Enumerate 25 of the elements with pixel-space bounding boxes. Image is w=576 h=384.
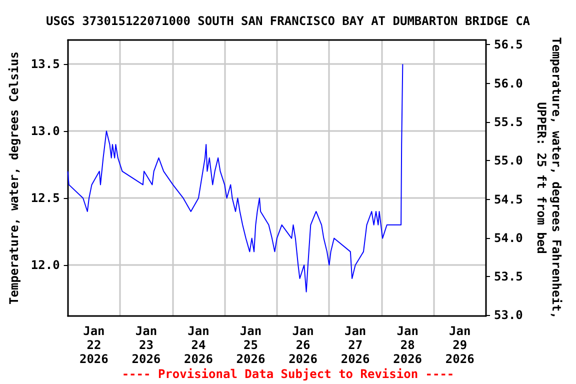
- y-tick-label: 12.5: [30, 191, 60, 206]
- y2-tick-label: 53.5: [494, 270, 523, 284]
- y-tick-label: 13.5: [30, 57, 60, 72]
- chart-title: USGS 373015122071000 SOUTH SAN FRANCISCO BAY AT DUMBARTON BRIDGE CA: [46, 14, 531, 28]
- y2-axis-title: Temperature, water, degrees Fahrenheit, UPPER: 25 ft from bed: [534, 37, 564, 319]
- x-tick-label: Jan 22 2026: [79, 324, 108, 366]
- x-tick-label: Jan 25 2026: [236, 324, 266, 366]
- y-axis-title: Temperature, water, degrees Celsius: [7, 52, 21, 304]
- y2-tick-label: 56.5: [494, 38, 523, 52]
- y2-tick-label: 54.5: [494, 192, 523, 206]
- y-tick-label: 12.0: [30, 258, 60, 272]
- y2-tick-label: 55.0: [494, 154, 523, 168]
- x-tick-label: Jan 27 2026: [340, 324, 370, 366]
- y2-tick-label: 54.0: [494, 230, 523, 245]
- x-tick-label: Jan 29 2026: [445, 324, 474, 366]
- y2-tick-label: 56.0: [494, 76, 523, 90]
- x-tick-label: Jan 24 2026: [184, 324, 213, 366]
- y2-tick-label: 55.5: [494, 114, 523, 129]
- x-tick-label: Jan 26 2026: [288, 324, 318, 366]
- line-series: [67, 64, 404, 292]
- x-tick-label: Jan 28 2026: [393, 324, 422, 366]
- text: ---- Provisional Data Subject to Revision ----: [122, 367, 454, 381]
- y2-tick-label: 53.0: [494, 308, 523, 322]
- y-tick-label: 13.0: [30, 124, 60, 138]
- x-tick-label: Jan 23 2026: [132, 324, 161, 366]
